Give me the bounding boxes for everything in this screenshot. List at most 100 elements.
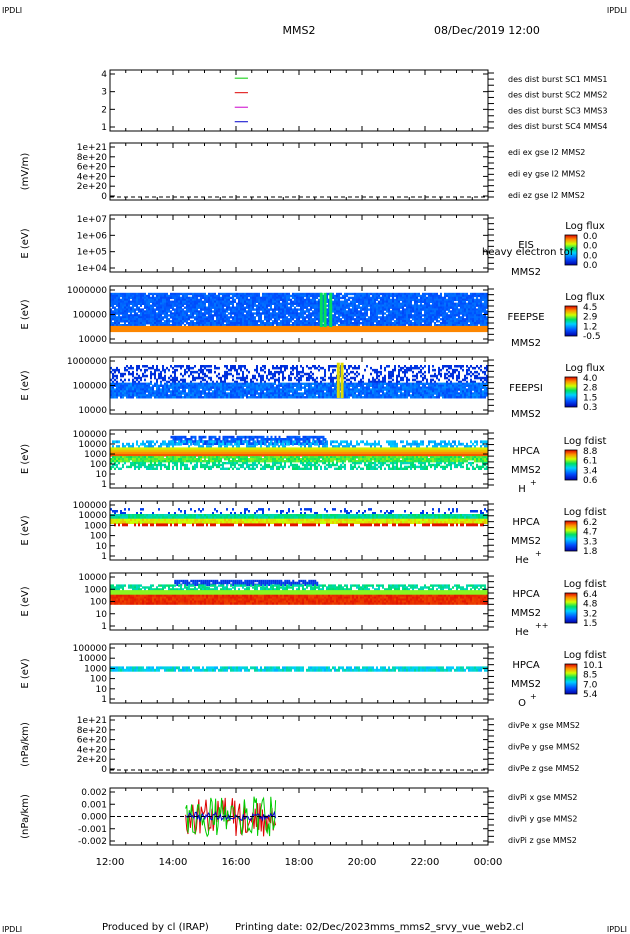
feepse-flux-cell — [288, 322, 290, 325]
feepsi-flux-cell — [452, 372, 454, 376]
feepse-flux-cell — [392, 318, 394, 321]
feepsi-flux-cell — [116, 374, 118, 378]
feepsi-flux-cell — [378, 382, 380, 385]
feepse-flux-cell — [194, 308, 196, 311]
feepse-flux-cell — [220, 308, 222, 311]
feepse-flux-cell — [318, 314, 320, 317]
feepse-flux-cell — [442, 325, 444, 329]
feepsi-flux-cell — [466, 368, 468, 372]
feepse-flux-cell — [404, 312, 406, 315]
feepse-flux-cell — [400, 320, 402, 323]
feepse-flux-cell — [388, 292, 390, 296]
feepse-flux-cell — [268, 316, 270, 319]
feepse-flux-cell — [312, 304, 314, 307]
feepsi-flux-cell — [350, 380, 352, 384]
feepsi-flux-cell — [192, 366, 194, 370]
feepsi-flux-cell — [410, 365, 412, 368]
feepse-flux-cell — [292, 324, 294, 327]
feepse-flux-cell — [344, 310, 346, 313]
feepse-flux-cell — [254, 298, 256, 302]
feepse-flux-cell — [266, 308, 268, 311]
feepse-flux-cell — [454, 294, 456, 298]
feepse-flux-cell — [142, 310, 144, 313]
feepse-flux-cell — [476, 298, 478, 302]
feepse-flux-cell — [156, 294, 158, 298]
feepse-flux-cell — [310, 325, 312, 329]
feepse-flux-cell — [420, 306, 422, 309]
feepse-flux-cell — [234, 300, 236, 303]
feepse-flux-cell — [116, 322, 118, 325]
feepse-flux-cell — [296, 308, 298, 311]
feepsi-flux-cell — [326, 384, 328, 387]
feepse-flux-cell — [110, 310, 112, 313]
feepse-flux-cell — [338, 320, 340, 323]
feepse-flux-cell — [346, 327, 348, 331]
feepse-flux-cell — [434, 324, 436, 327]
feepse-flux-cell — [406, 304, 408, 307]
feepsi-flux-cell — [186, 370, 188, 374]
feepse-flux-cell — [190, 324, 192, 327]
feepse-flux-cell — [176, 320, 178, 323]
feepse-flux-cell — [416, 296, 418, 300]
feepse-flux-cell — [432, 314, 434, 317]
feepse-flux-cell — [398, 300, 400, 303]
feepsi-flux-cell — [460, 380, 462, 384]
feepse-flux-cell — [286, 310, 288, 313]
feepse-flux-cell — [348, 329, 350, 333]
feepse-flux-cell — [178, 306, 180, 309]
feepse-flux-cell — [430, 298, 432, 302]
feepse-flux-cell — [222, 296, 224, 300]
feepsi-flux-cell — [370, 366, 372, 370]
feepse-flux-cell — [172, 314, 174, 317]
feepse-flux-cell — [300, 325, 302, 329]
feepse-flux-cell — [358, 294, 360, 298]
feepse-flux-cell — [282, 296, 284, 300]
feepse-flux-cell — [474, 322, 476, 325]
feepsi-flux-cell — [174, 378, 176, 382]
feepsi-flux-cell — [324, 372, 326, 376]
feepsi-flux-cell — [202, 384, 204, 387]
feepse-flux-cell — [286, 302, 288, 305]
feepse-flux-cell — [178, 304, 180, 307]
feepse-flux-cell — [402, 320, 404, 323]
feepsi-flux-cell — [480, 378, 482, 382]
feepsi-flux-cell — [196, 370, 198, 374]
feepsi-flux-cell — [172, 366, 174, 370]
feepse-flux-cell — [232, 300, 234, 303]
feepsi-flux-cell — [292, 365, 294, 368]
feepse-flux-cell — [310, 294, 312, 298]
feepse-flux-cell — [228, 318, 230, 321]
feepse-flux-cell — [480, 329, 482, 333]
feepse-flux-cell — [398, 324, 400, 327]
feepse-flux-cell — [346, 329, 348, 333]
feepse-flux-cell — [266, 298, 268, 302]
feepse-flux-cell — [188, 306, 190, 309]
feepse-flux-cell — [120, 324, 122, 327]
feepse-flux-cell — [268, 324, 270, 327]
feepse-flux-cell — [190, 302, 192, 305]
feepse-flux-cell — [218, 308, 220, 311]
feepsi-flux-cell — [260, 378, 262, 382]
feepse-flux-cell — [410, 302, 412, 305]
feepse-flux-cell — [198, 329, 200, 333]
feepsi-flux-cell — [394, 368, 396, 372]
feepse-flux-cell — [226, 322, 228, 325]
feepse-flux-cell — [130, 325, 132, 329]
feepse-flux-cell — [186, 300, 188, 303]
feepsi-flux-cell — [378, 380, 380, 384]
feepse-flux-cell — [156, 298, 158, 302]
feepse-flux-cell — [270, 306, 272, 309]
feepse-flux-cell — [282, 292, 284, 296]
feepse-flux-cell — [232, 298, 234, 302]
feepsi-flux-cell — [422, 382, 424, 385]
feepse-flux-cell — [362, 306, 364, 309]
feepse-flux-cell — [144, 318, 146, 321]
feepse-flux-cell — [270, 308, 272, 311]
feepsi-flux-cell — [448, 374, 450, 378]
feepsi-flux-cell — [424, 382, 426, 385]
feepsi-flux-cell — [156, 366, 158, 370]
feepse-flux-cell — [436, 327, 438, 331]
feepse-flux-cell — [190, 314, 192, 317]
feepse-flux-cell — [124, 294, 126, 298]
feepsi-flux-cell — [444, 374, 446, 378]
